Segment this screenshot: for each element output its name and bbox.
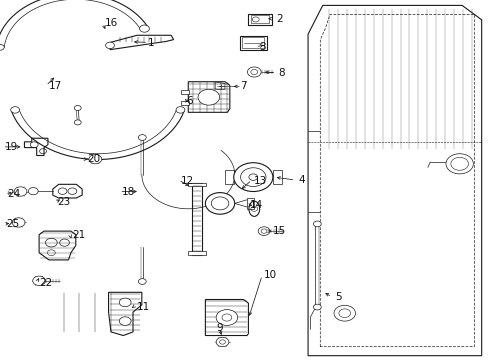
Text: 8: 8 <box>278 68 285 78</box>
Text: 12: 12 <box>181 176 194 186</box>
Circle shape <box>205 193 234 214</box>
Polygon shape <box>188 82 229 112</box>
Bar <box>242 37 264 48</box>
Text: 18: 18 <box>122 186 135 197</box>
Text: 11: 11 <box>137 302 150 312</box>
Polygon shape <box>110 35 173 50</box>
Circle shape <box>89 154 102 164</box>
Text: 3: 3 <box>259 42 265 52</box>
Bar <box>181 101 188 105</box>
Polygon shape <box>205 300 248 336</box>
Text: 15: 15 <box>272 226 285 236</box>
Text: 2: 2 <box>276 14 283 24</box>
Polygon shape <box>24 138 48 156</box>
Text: 25: 25 <box>6 219 19 229</box>
Text: 19: 19 <box>5 142 18 152</box>
Text: 5: 5 <box>334 292 341 302</box>
Text: 9: 9 <box>216 323 223 333</box>
Bar <box>187 251 206 255</box>
Text: 10: 10 <box>264 270 277 280</box>
Bar <box>181 90 188 94</box>
Text: 1: 1 <box>148 38 155 48</box>
Bar <box>187 183 206 186</box>
Circle shape <box>12 218 25 227</box>
Text: 24: 24 <box>7 189 20 199</box>
Text: 14: 14 <box>249 200 262 210</box>
Text: 6: 6 <box>185 96 192 106</box>
Bar <box>224 170 233 184</box>
Circle shape <box>216 337 228 347</box>
Circle shape <box>74 105 81 111</box>
Circle shape <box>198 89 219 105</box>
Circle shape <box>138 135 146 140</box>
Text: 23: 23 <box>58 197 71 207</box>
Bar <box>272 170 281 184</box>
Text: 21: 21 <box>72 230 85 240</box>
Circle shape <box>119 317 131 325</box>
Text: 17: 17 <box>49 81 62 91</box>
Bar <box>239 36 266 50</box>
Circle shape <box>74 120 81 125</box>
Circle shape <box>28 188 38 195</box>
Circle shape <box>11 107 20 113</box>
Text: 20: 20 <box>87 154 100 164</box>
Circle shape <box>258 227 269 235</box>
Polygon shape <box>39 231 76 260</box>
Text: 4: 4 <box>298 175 305 185</box>
Circle shape <box>233 163 272 192</box>
Bar <box>248 14 271 25</box>
Text: 16: 16 <box>105 18 118 28</box>
Text: 7: 7 <box>239 81 246 91</box>
Circle shape <box>333 305 355 321</box>
Polygon shape <box>215 82 224 89</box>
Circle shape <box>138 279 146 284</box>
Circle shape <box>139 25 149 32</box>
Circle shape <box>119 298 131 307</box>
Polygon shape <box>108 292 142 336</box>
Circle shape <box>33 276 45 285</box>
Text: 22: 22 <box>39 278 52 288</box>
Circle shape <box>0 44 4 50</box>
Polygon shape <box>246 198 254 209</box>
Circle shape <box>313 221 321 227</box>
Circle shape <box>105 42 114 49</box>
Text: 13: 13 <box>254 176 267 186</box>
Circle shape <box>313 304 321 310</box>
Circle shape <box>247 67 261 77</box>
Circle shape <box>14 187 27 196</box>
Polygon shape <box>53 184 82 198</box>
Bar <box>191 183 202 255</box>
Circle shape <box>445 154 472 174</box>
Circle shape <box>176 107 184 113</box>
Bar <box>250 15 269 23</box>
Circle shape <box>216 310 237 325</box>
